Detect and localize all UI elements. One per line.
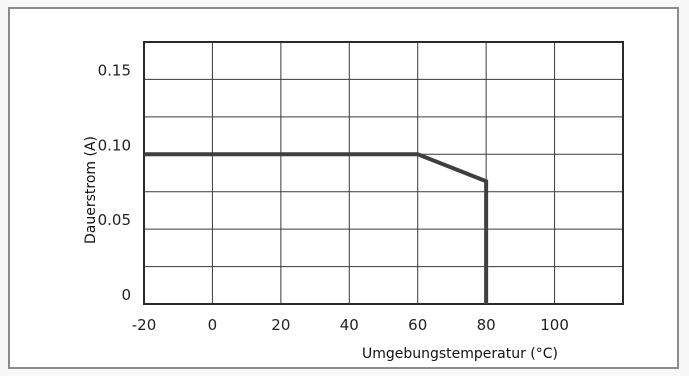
y-axis-ticks: 0 0.05 0.10 0.15 bbox=[98, 61, 131, 304]
x-tick-label: 20 bbox=[271, 316, 290, 334]
series-layer bbox=[144, 152, 489, 304]
x-tick-label: 100 bbox=[540, 316, 569, 334]
y-axis-label: Dauerstrom (A) bbox=[83, 136, 99, 244]
x-tick-label: 80 bbox=[477, 316, 496, 334]
y-tick-label: 0.05 bbox=[98, 211, 131, 229]
y-tick-label: 0.10 bbox=[98, 136, 131, 154]
x-tick-label: 40 bbox=[340, 316, 359, 334]
chart-frame bbox=[8, 7, 679, 369]
grid bbox=[144, 42, 623, 304]
y-tick-label: 0 bbox=[121, 286, 131, 304]
plot-area-border bbox=[143, 41, 624, 305]
x-axis-ticks: -20 0 20 40 60 80 100 bbox=[132, 316, 569, 334]
y-tick-label: 0.15 bbox=[98, 61, 131, 79]
x-tick-label: -20 bbox=[132, 316, 157, 334]
series-line bbox=[144, 152, 489, 304]
x-tick-label: 0 bbox=[208, 316, 218, 334]
x-tick-label: 60 bbox=[408, 316, 427, 334]
x-axis-label: Umgebungstemperatur (°C) bbox=[362, 346, 558, 362]
